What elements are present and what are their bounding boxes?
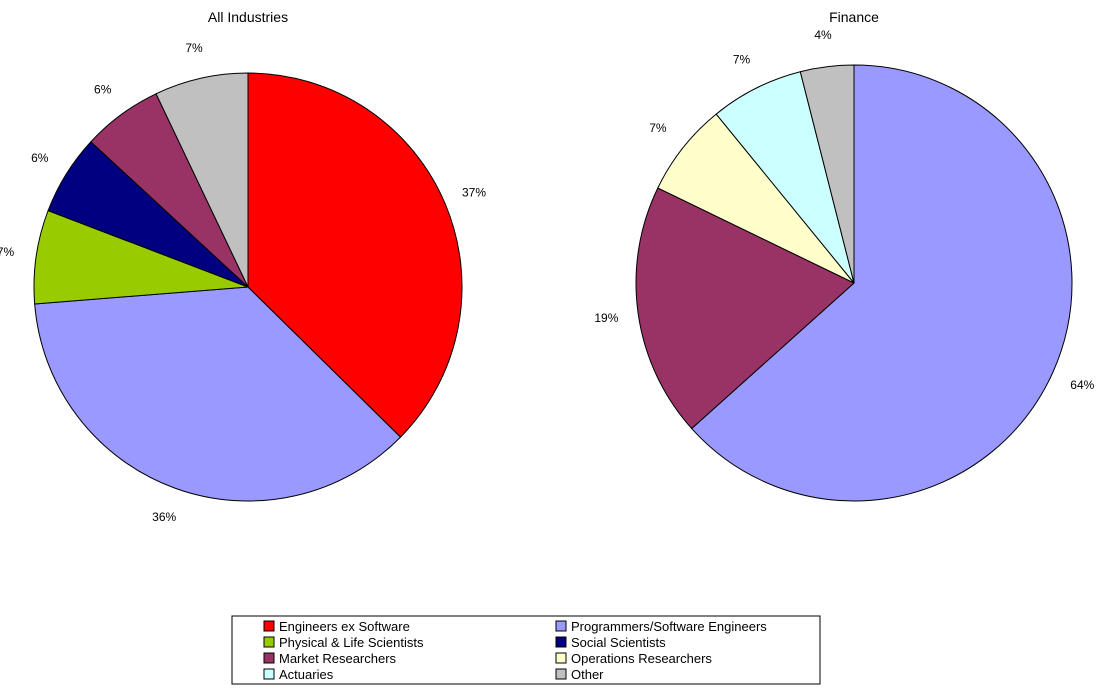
data-label-other: 4%	[814, 28, 832, 42]
legend-label-engineers-ex-software: Engineers ex Software	[279, 619, 410, 634]
legend-swatch-actuaries	[263, 668, 275, 680]
pie-slice-other	[799, 64, 855, 284]
legend-swatch-programmers-software-engineers	[555, 620, 567, 632]
pie-chart-all-industries: All Industries 37% 36% 7% 6% 6% 7%	[0, 9, 486, 524]
pie-slice-programmers-software-engineers	[690, 64, 1073, 502]
legend-label-social-scientists: Social Scientists	[571, 635, 666, 650]
chart-title-all-industries: All Industries	[208, 9, 288, 25]
data-label-market-researchers: 19%	[594, 311, 618, 325]
data-label-programmers-software-engineers: 64%	[1070, 378, 1094, 392]
legend-label-other: Other	[571, 667, 604, 682]
data-label-actuaries: 7%	[733, 53, 751, 67]
legend-label-actuaries: Actuaries	[279, 667, 334, 682]
data-label-operations-researchers: 7%	[649, 121, 667, 135]
legend-swatch-engineers-ex-software	[263, 620, 275, 632]
legend-label-programmers-software-engineers: Programmers/Software Engineers	[571, 619, 767, 634]
pie-slice-other	[155, 72, 249, 288]
pie-slice-programmers-software-engineers	[34, 286, 402, 502]
legend-swatch-operations-researchers	[555, 652, 567, 664]
legend-swatch-other	[555, 668, 567, 680]
data-label-physical-life-scientists: 7%	[0, 245, 15, 259]
legend-swatch-physical-life-scientists	[263, 636, 275, 648]
legend-label-market-researchers: Market Researchers	[279, 651, 397, 666]
data-label-social-scientists: 6%	[31, 151, 49, 165]
pie-slice-engineers-ex-software	[247, 72, 463, 438]
data-label-programmers-software-engineers: 36%	[152, 510, 176, 524]
data-label-engineers-ex-software: 37%	[462, 185, 486, 199]
chart-title-finance: Finance	[829, 9, 879, 25]
legend: Engineers ex Software Programmers/Softwar…	[231, 615, 821, 685]
data-label-market-researchers: 6%	[94, 83, 112, 97]
legend-box	[231, 615, 821, 685]
legend-swatch-market-researchers	[263, 652, 275, 664]
pie-slice-market-researchers	[635, 187, 855, 430]
legend-label-operations-researchers: Operations Researchers	[571, 651, 712, 666]
legend-label-physical-life-scientists: Physical & Life Scientists	[279, 635, 424, 650]
pie-chart-finance: Finance 64% 19% 7% 7% 4%	[594, 9, 1095, 502]
legend-swatch-social-scientists	[555, 636, 567, 648]
data-label-other: 7%	[185, 41, 203, 55]
